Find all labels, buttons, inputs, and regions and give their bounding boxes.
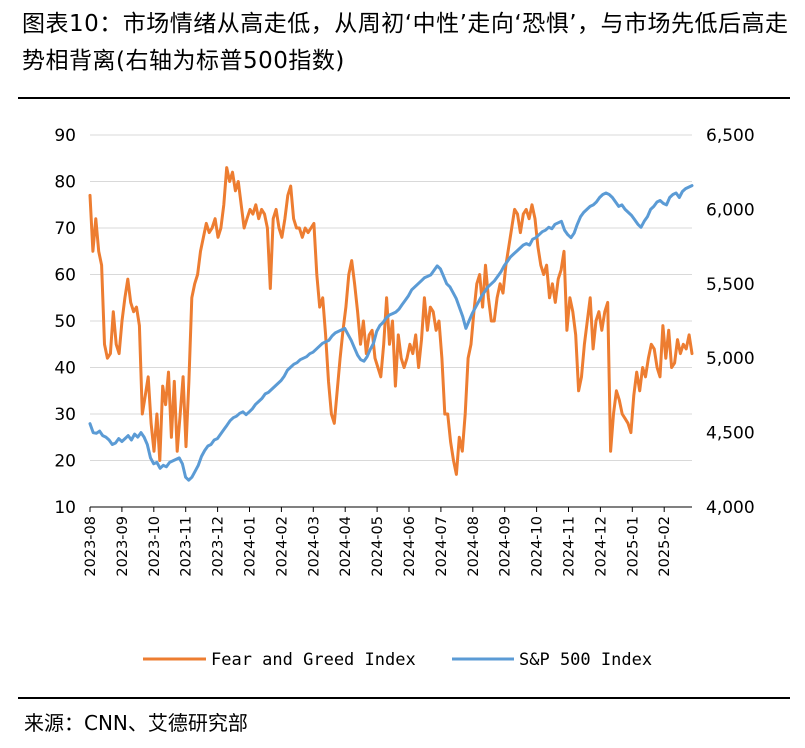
left-tick-label: 30	[54, 405, 76, 425]
x-tick-label: 2024-11	[562, 516, 578, 577]
x-tick-label: 2024-09	[498, 516, 514, 577]
x-tick-label: 2024-03	[306, 516, 322, 577]
left-tick-label: 50	[54, 312, 76, 332]
legend-sp500-label: S&P 500 Index	[519, 650, 652, 670]
legend: Fear and Greed Index S&P 500 Index	[143, 650, 652, 670]
left-tick-label: 80	[54, 173, 76, 193]
x-tick-label: 2024-12	[593, 516, 609, 577]
right-tick-label: 6,500	[706, 126, 755, 146]
axes	[89, 506, 692, 512]
x-tick-label: 2023-09	[115, 516, 131, 577]
fear-greed-line	[88, 166, 694, 476]
x-tick-label: 2023-08	[83, 516, 99, 577]
right-axis-ticks: 4,000 4,500 5,000 5,500 6,000 6,500	[706, 126, 755, 518]
x-axis-ticks: 2023-08 2023-09 2023-10 2023-11 2023-12 2024-…	[83, 516, 673, 577]
source-note: 来源：CNN、艾德研究部	[24, 711, 248, 735]
x-tick-label: 2024-07	[434, 516, 450, 577]
left-tick-label: 70	[54, 219, 76, 239]
x-tick-label: 2023-10	[147, 516, 163, 577]
x-tick-label: 2024-10	[530, 516, 546, 577]
right-tick-label: 4,000	[706, 498, 755, 518]
x-tick-label: 2024-05	[370, 516, 386, 577]
x-tick-label: 2023-11	[179, 516, 195, 577]
x-tick-label: 2024-06	[402, 516, 418, 577]
x-tick-label: 2024-02	[274, 516, 290, 577]
right-tick-label: 4,500	[706, 424, 755, 444]
x-tick-label: 2024-04	[338, 516, 354, 577]
sp500-line	[88, 184, 694, 482]
left-axis-ticks: 10 20 30 40 50 60 70 80 90	[54, 126, 76, 518]
left-tick-label: 40	[54, 359, 76, 379]
x-tick-label: 2024-08	[466, 516, 482, 577]
left-tick-label: 60	[54, 266, 76, 286]
source-divider	[18, 697, 790, 699]
right-tick-label: 5,500	[706, 275, 755, 295]
series-lines	[88, 166, 694, 482]
left-tick-label: 20	[54, 452, 76, 472]
x-tick-label: 2025-02	[657, 516, 673, 577]
x-tick-label: 2024-01	[243, 516, 259, 577]
x-tick-label: 2025-01	[625, 516, 641, 577]
title-divider	[18, 97, 790, 99]
right-tick-label: 6,000	[706, 200, 755, 220]
legend-fear-greed-label: Fear and Greed Index	[211, 650, 416, 670]
left-tick-label: 10	[54, 498, 76, 518]
right-tick-label: 5,000	[706, 349, 755, 369]
left-tick-label: 90	[54, 126, 76, 146]
x-tick-label: 2023-12	[211, 516, 227, 577]
chart-title: 图表10：市场情绪从高走低，从周初‘中性’走向‘恐惧’，与市场先低后高走势相背离…	[22, 11, 789, 74]
